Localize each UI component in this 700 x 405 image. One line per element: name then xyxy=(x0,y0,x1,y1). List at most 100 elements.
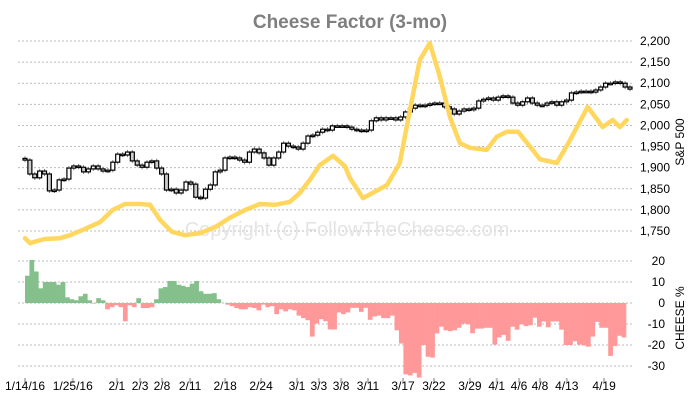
candle-body xyxy=(173,188,179,194)
cheese-bar xyxy=(501,303,507,335)
cheese-bar xyxy=(612,303,618,347)
x-tick-mark xyxy=(260,378,263,383)
cheese-bar xyxy=(78,296,84,303)
candle-body xyxy=(246,151,253,163)
price-tick-label: 1,750 xyxy=(640,224,670,238)
candle-body xyxy=(588,90,594,94)
candle-body xyxy=(324,128,331,132)
cheese-bar xyxy=(608,303,613,356)
candle-body xyxy=(310,134,316,138)
cheese-bar xyxy=(430,303,435,358)
cheese-bar xyxy=(349,303,355,308)
cheese-bar xyxy=(594,303,600,322)
candle-body xyxy=(554,101,560,106)
candle-body xyxy=(305,135,311,144)
cheese-bar xyxy=(149,303,155,308)
cheese-bar xyxy=(73,300,79,303)
cheese-bar xyxy=(216,299,222,303)
price-tick-label: 2,200 xyxy=(640,34,670,48)
cheese-bar xyxy=(314,303,320,324)
candle-body xyxy=(398,116,404,121)
cheese-bar xyxy=(42,282,48,303)
candle-body xyxy=(227,156,233,160)
cheese-bar xyxy=(247,303,253,308)
candle-body xyxy=(80,166,87,173)
candle-body xyxy=(144,161,150,168)
cheese-bar xyxy=(274,303,280,315)
candle-body xyxy=(256,148,262,154)
candle-body xyxy=(105,169,111,173)
candle-body xyxy=(524,97,531,103)
candle-body xyxy=(456,110,462,115)
cheese-tick-label: 20 xyxy=(652,254,666,268)
candle-body xyxy=(76,165,82,169)
candle-body xyxy=(217,169,223,173)
cheese-bar xyxy=(425,303,431,357)
cheese-bar xyxy=(554,303,560,322)
candle-body xyxy=(334,125,340,128)
candle-body xyxy=(520,101,526,106)
candle-body xyxy=(198,196,204,200)
cheese-bar xyxy=(590,303,596,337)
cheese-bar xyxy=(145,303,150,309)
candle-body xyxy=(85,168,92,173)
cheese-bar xyxy=(563,303,569,345)
candle-body xyxy=(178,189,184,194)
cheese-bar xyxy=(599,303,605,328)
cheese-bar xyxy=(581,303,587,346)
cheese-bar xyxy=(60,282,66,303)
candle-body xyxy=(27,159,33,175)
candle-body xyxy=(515,102,521,106)
cheese-bar xyxy=(394,303,400,331)
candle-body xyxy=(627,86,633,90)
x-tick-mark xyxy=(468,378,471,383)
price-tick-label: 2,050 xyxy=(640,97,670,111)
x-tick-mark xyxy=(603,378,606,383)
candle-body xyxy=(46,173,52,192)
candle-body xyxy=(280,142,287,153)
cheese-bar xyxy=(82,293,88,303)
cheese-bar xyxy=(96,298,101,303)
cheese-bar xyxy=(176,284,182,303)
y-tick-labels: 1,750 1,800 1,850 1,900 1,950 2,000 2,050 2,100… xyxy=(640,34,670,373)
cheese-bar xyxy=(87,300,93,303)
cheese-bar xyxy=(585,303,591,347)
cheese-bar xyxy=(198,291,204,303)
x-tick-mark xyxy=(317,378,320,383)
x-tick-label: 2/11 xyxy=(179,379,202,393)
candle-body xyxy=(622,82,628,88)
x-tick-label: 3/17 xyxy=(391,379,415,393)
cheese-bar xyxy=(354,303,360,308)
candle-body xyxy=(202,188,209,199)
x-tick-label: 3/3 xyxy=(311,379,328,393)
candle-body xyxy=(612,81,618,85)
cheese-bar xyxy=(25,275,30,303)
cheese-bar xyxy=(278,303,284,310)
x-tick-label: 1/14/16 xyxy=(5,379,45,393)
x-tick-mark xyxy=(432,378,435,383)
cheese-bar xyxy=(514,303,520,330)
candle-body xyxy=(359,129,365,133)
x-tick-label: 4/13 xyxy=(555,379,579,393)
candle-body xyxy=(500,95,506,98)
cheese-bar xyxy=(131,303,137,308)
cheese-bar xyxy=(163,287,168,303)
cheese-bar xyxy=(180,285,186,303)
cheese-bar xyxy=(51,282,57,303)
sp500-axis-label: S&P 500 xyxy=(673,118,687,165)
cheese-bar xyxy=(492,303,498,345)
sp500-candles xyxy=(22,79,633,201)
candle-body xyxy=(100,168,106,172)
cheese-bar xyxy=(29,259,35,303)
candle-body xyxy=(368,120,375,131)
candle-body xyxy=(66,167,72,180)
candle-body xyxy=(344,125,350,128)
x-tick-mark xyxy=(538,378,541,383)
cheese-bar xyxy=(568,303,573,345)
candle-body xyxy=(237,157,243,161)
price-tick-label: 2,000 xyxy=(640,118,670,132)
cheese-bar xyxy=(105,303,110,310)
cheese-bar xyxy=(296,303,302,316)
candle-body xyxy=(539,104,545,108)
x-tick-mark xyxy=(189,378,192,383)
